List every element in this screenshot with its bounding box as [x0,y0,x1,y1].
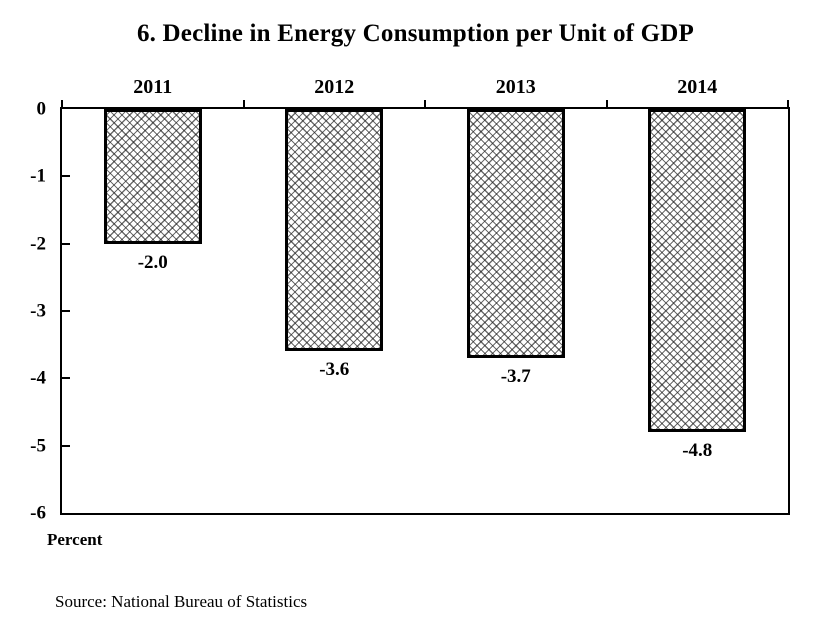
y-axis-unit-label: Percent [47,530,103,549]
y-tick-label: -3 [30,300,46,322]
chart-title: 6. Decline in Energy Consumption per Uni… [136,20,695,47]
bar-value-label-2012: -3.6 [319,359,350,381]
y-axis-tick [62,175,70,178]
bar-value-label-2013: -3.7 [500,366,531,388]
x-tick-label-2012: 2012 [314,76,355,98]
y-axis-tick [62,377,70,380]
bar-2014 [648,109,747,433]
plot-area: -2.0 -3.6 -3.7 -4.8 [60,100,790,515]
x-tick-label-2014: 2014 [677,76,718,98]
bar-2013 [466,109,565,359]
y-tick-label: -1 [30,165,46,187]
y-tick-label: -6 [30,502,46,524]
category-boundary-tick [242,100,245,107]
category-boundary-tick [605,100,608,107]
bar-value-label-2014: -4.8 [682,440,713,462]
source-note: Source: National Bureau of Statistics [55,592,308,611]
y-tick-label: -4 [30,367,46,389]
category-boundary-tick [61,100,63,107]
y-tick-label: 0 [36,98,47,120]
bar-2012 [285,109,384,352]
bar-2011 [103,109,202,244]
x-axis-labels: 2011 2012 2013 2014 [62,76,788,102]
x-tick-label-2013: 2013 [495,76,536,98]
category-boundary-tick [787,100,789,107]
y-tick-label: -2 [30,233,46,255]
x-tick-label-2011: 2011 [133,76,173,98]
category-boundary-tick [424,100,426,107]
y-axis-tick [62,310,70,312]
y-tick-label: -5 [30,435,46,457]
y-axis-tick [62,242,70,245]
bar-value-label-2011: -2.0 [137,251,168,273]
y-axis-tick [62,444,70,447]
